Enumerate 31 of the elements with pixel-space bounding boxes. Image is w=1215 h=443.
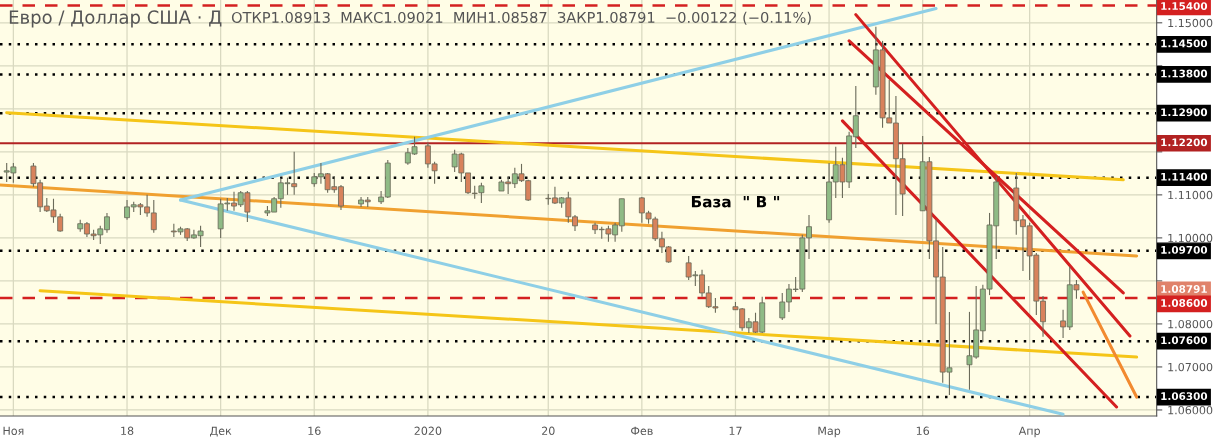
x-tick-label: Мар: [818, 426, 841, 438]
ref-line-label: 1.14500: [1161, 39, 1208, 48]
x-tick-label: Фев: [631, 426, 653, 435]
ref-line-label: 1.15400: [1161, 2, 1208, 11]
y-tick-label: 1.07000: [1168, 362, 1213, 372]
x-tick-label: Ноя: [3, 426, 24, 435]
y-tick-label: 1.11000: [1168, 190, 1213, 200]
ref-line-label: 1.07600: [1161, 336, 1208, 345]
ref-line-label: 1.12200: [1161, 138, 1208, 147]
x-tick-label: 17: [729, 426, 742, 435]
ref-line-label: 1.08600: [1161, 299, 1208, 307]
ref-line-label: 1.12900: [1161, 108, 1208, 117]
annotation: База " В ": [691, 196, 780, 208]
x-tick-label: 2020: [414, 426, 442, 435]
y-tick-label: 1.15000: [1168, 18, 1213, 28]
x-tick-label: Дек: [210, 426, 232, 437]
x-tick-label: Апр: [1018, 426, 1040, 438]
ref-line-label: 1.06300: [1161, 392, 1208, 401]
y-tick-label: 1.10000: [1168, 233, 1213, 243]
ref-line-label: 1.13800: [1161, 69, 1208, 78]
x-tick-label: 16: [308, 426, 321, 435]
x-tick-label: 18: [121, 426, 134, 435]
y-tick-label: 1.08000: [1168, 319, 1213, 329]
text: 1.08791: [1161, 285, 1207, 293]
text: Евро / Доллар США · Д: [9, 10, 222, 28]
x-tick-label: 16: [916, 426, 930, 435]
text: ОТКР1.08913 МАКС1.09021 МИН1.08587 ЗАКР1.08791 −0.00122 (−0.11%): [231, 11, 811, 25]
y-tick-label: 1.06000: [1168, 405, 1213, 415]
ref-line-label: 1.11400: [1161, 172, 1208, 181]
x-tick-label: 20: [542, 426, 555, 435]
ref-line-label: 1.09700: [1161, 245, 1208, 254]
